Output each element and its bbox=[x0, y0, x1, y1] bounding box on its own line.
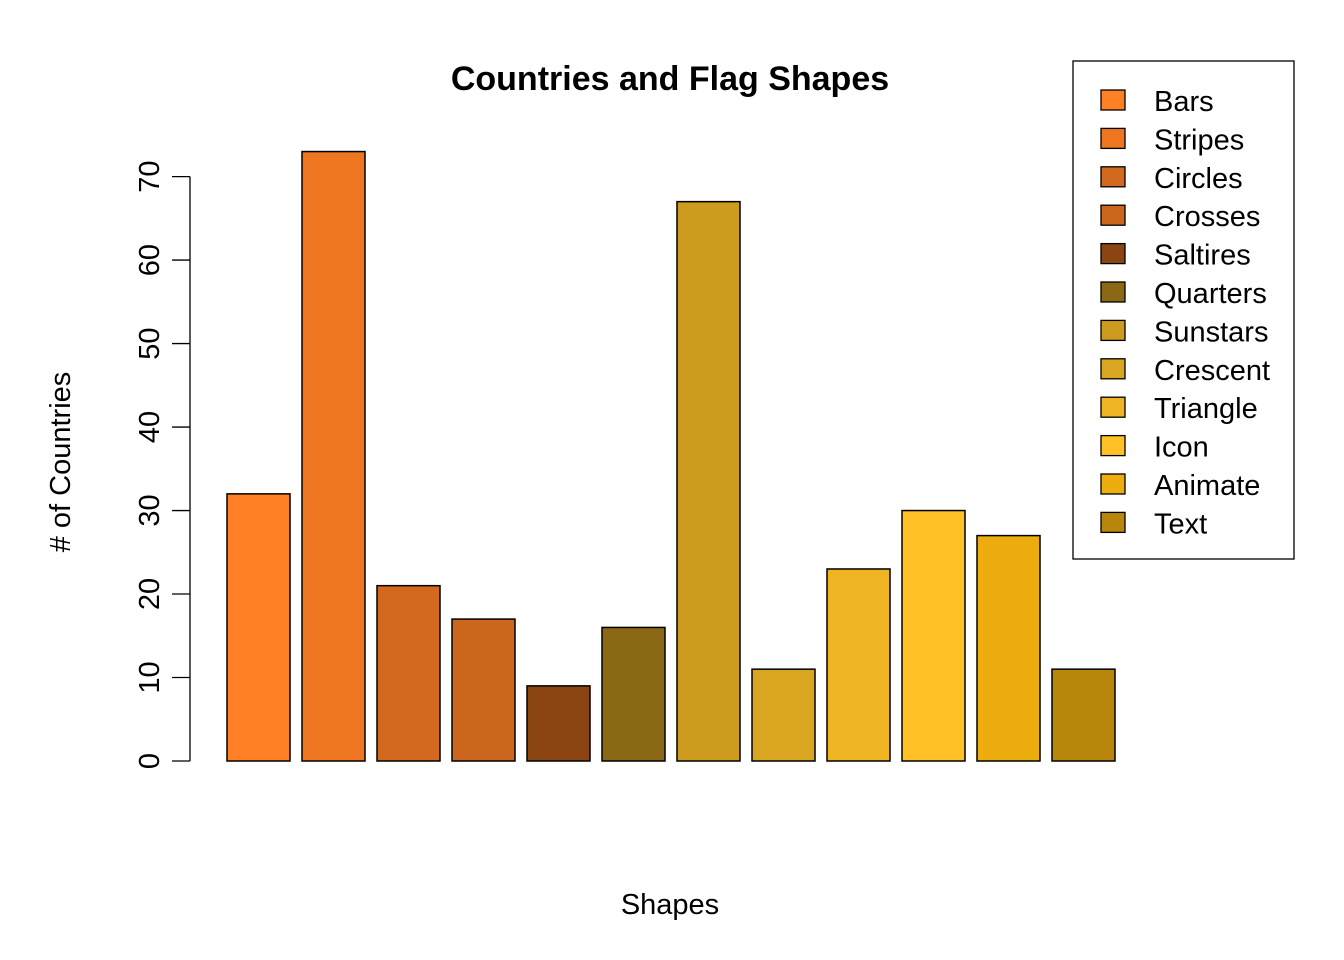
legend-label-animate: Animate bbox=[1154, 470, 1260, 502]
legend-swatch-crosses bbox=[1100, 204, 1126, 226]
legend-label-saltires: Saltires bbox=[1154, 240, 1251, 272]
legend-label-circles: Circles bbox=[1154, 163, 1243, 195]
legend-label-quarters: Quarters bbox=[1154, 278, 1267, 310]
bar-icon bbox=[901, 509, 966, 762]
bar-animate bbox=[976, 534, 1041, 762]
y-tick-label: 20 bbox=[134, 578, 166, 610]
bar-crosses bbox=[451, 618, 516, 762]
legend-swatch-triangle bbox=[1100, 396, 1126, 418]
bar-circles bbox=[376, 584, 441, 762]
bar-quarters bbox=[601, 626, 666, 762]
legend-swatch-saltires bbox=[1100, 242, 1126, 265]
legend-swatch-quarters bbox=[1100, 281, 1126, 303]
legend-swatch-sunstars bbox=[1100, 319, 1126, 342]
y-tick-label: 30 bbox=[134, 494, 166, 526]
legend-swatch-animate bbox=[1100, 473, 1126, 495]
bar-crescent bbox=[751, 668, 816, 762]
legend-swatch-text bbox=[1100, 511, 1126, 534]
y-axis-label: # of Countries bbox=[45, 372, 77, 553]
legend-label-triangle: Triangle bbox=[1154, 393, 1258, 425]
legend-label-text: Text bbox=[1154, 508, 1207, 540]
x-axis-label: Shapes bbox=[621, 889, 719, 921]
bar-triangle bbox=[826, 568, 891, 762]
bar-text bbox=[1051, 668, 1116, 762]
legend-swatch-circles bbox=[1100, 166, 1126, 188]
legend: Bars Stripes Circles Crosses Saltires Quarter… bbox=[1072, 60, 1295, 560]
bar-bars bbox=[226, 493, 291, 762]
legend-label-crosses: Crosses bbox=[1154, 201, 1260, 233]
y-tick-label: 70 bbox=[134, 160, 166, 192]
y-tick-label: 0 bbox=[134, 753, 166, 769]
legend-label-bars: Bars bbox=[1154, 86, 1214, 118]
legend-swatch-stripes bbox=[1100, 127, 1126, 150]
y-tick-label: 50 bbox=[134, 327, 166, 359]
legend-swatch-icon bbox=[1100, 434, 1126, 457]
bars bbox=[226, 150, 1116, 762]
y-axis: 0 10 20 30 40 50 60 70 bbox=[134, 160, 191, 769]
bar-stripes bbox=[301, 150, 366, 762]
legend-swatch-crescent bbox=[1100, 358, 1126, 380]
y-tick-label: 60 bbox=[134, 244, 166, 276]
bar-saltires bbox=[526, 685, 591, 762]
bar-sunstars bbox=[676, 200, 741, 762]
chart-title: Countries and Flag Shapes bbox=[451, 60, 889, 98]
y-tick-label: 10 bbox=[134, 661, 166, 693]
legend-label-icon: Icon bbox=[1154, 432, 1209, 464]
y-tick-label: 40 bbox=[134, 411, 166, 443]
legend-label-crescent: Crescent bbox=[1154, 355, 1270, 387]
legend-swatch-bars bbox=[1100, 89, 1126, 111]
legend-label-stripes: Stripes bbox=[1154, 124, 1244, 156]
legend-label-sunstars: Sunstars bbox=[1154, 316, 1268, 348]
